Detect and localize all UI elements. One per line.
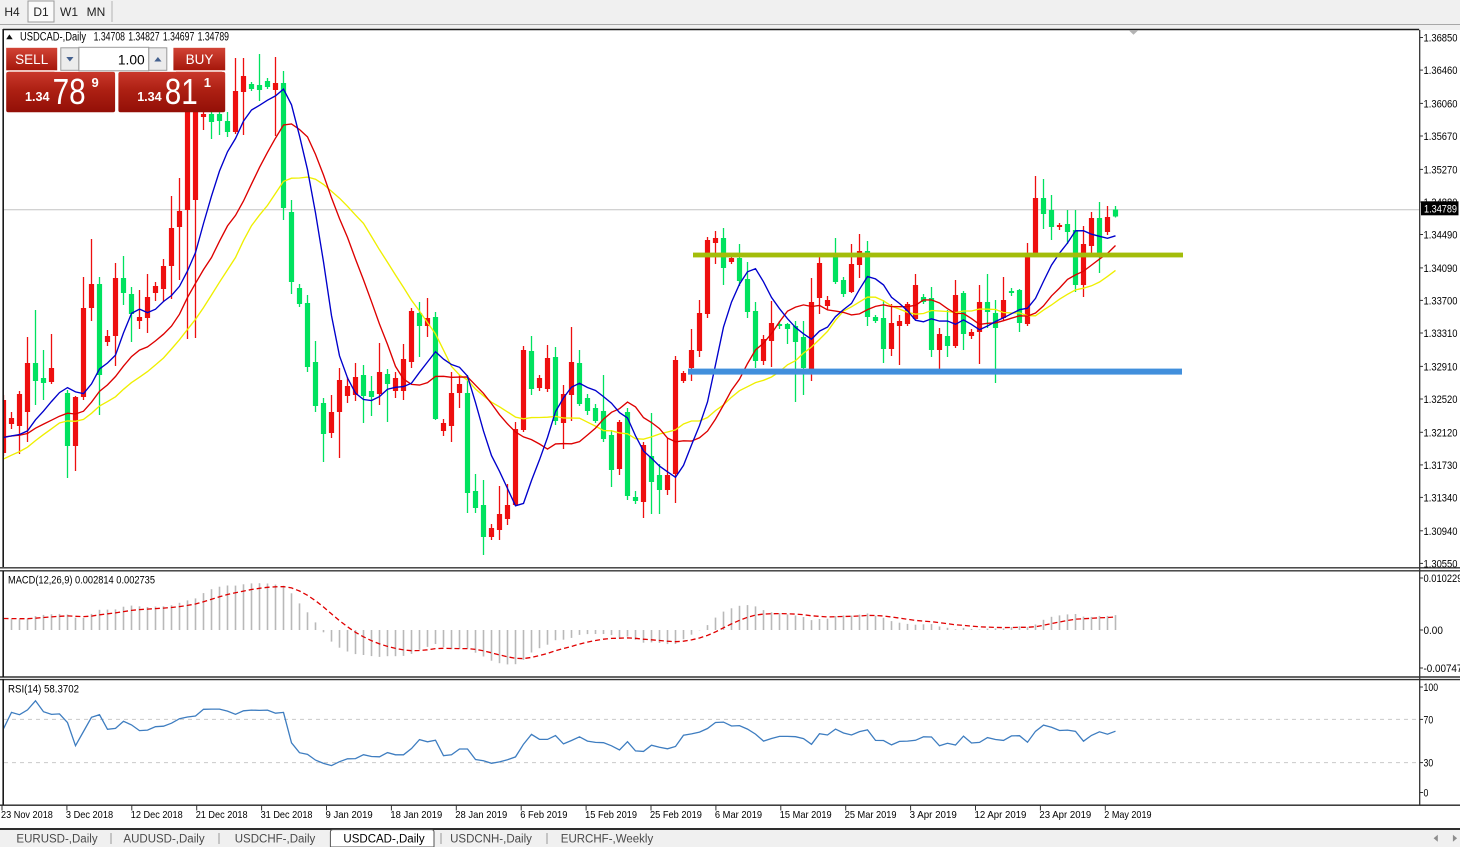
- svg-text:1.34697: 1.34697: [163, 31, 194, 43]
- svg-text:RSI(14) 58.3702: RSI(14) 58.3702: [8, 684, 79, 696]
- svg-text:23 Apr 2019: 23 Apr 2019: [1039, 809, 1091, 821]
- svg-text:MACD(12,26,9) 0.002814 0.00273: MACD(12,26,9) 0.002814 0.002735: [8, 575, 155, 587]
- svg-text:AUDUSD-,Daily: AUDUSD-,Daily: [123, 834, 204, 846]
- svg-text:-0.00747: -0.00747: [1424, 663, 1460, 675]
- svg-text:1.32910: 1.32910: [1424, 361, 1458, 373]
- svg-text:6 Mar 2019: 6 Mar 2019: [715, 809, 762, 821]
- svg-text:USDCAD-,Daily: USDCAD-,Daily: [20, 31, 86, 43]
- svg-text:81: 81: [165, 71, 198, 112]
- svg-text:1.36460: 1.36460: [1424, 65, 1458, 77]
- svg-text:3 Dec 2018: 3 Dec 2018: [66, 809, 113, 821]
- svg-text:H4: H4: [4, 5, 20, 19]
- svg-text:15 Mar 2019: 15 Mar 2019: [780, 809, 832, 821]
- svg-text:6 Feb 2019: 6 Feb 2019: [520, 809, 567, 821]
- svg-text:9 Jan 2019: 9 Jan 2019: [326, 809, 373, 821]
- svg-text:1.31340: 1.31340: [1424, 492, 1458, 504]
- svg-text:70: 70: [1424, 714, 1434, 726]
- svg-text:W1: W1: [60, 5, 78, 19]
- svg-text:28 Jan 2019: 28 Jan 2019: [455, 809, 507, 821]
- svg-text:1.30940: 1.30940: [1424, 526, 1458, 538]
- svg-text:0: 0: [1424, 788, 1429, 800]
- svg-text:1.00: 1.00: [118, 52, 145, 67]
- svg-text:1.36060: 1.36060: [1424, 98, 1458, 110]
- svg-text:1: 1: [204, 75, 211, 90]
- svg-text:21 Dec 2018: 21 Dec 2018: [196, 809, 248, 821]
- svg-text:1.32120: 1.32120: [1424, 427, 1458, 439]
- svg-text:9: 9: [92, 75, 99, 90]
- svg-text:1.34708: 1.34708: [94, 31, 125, 43]
- svg-text:100: 100: [1424, 682, 1439, 694]
- svg-text:23 Nov 2018: 23 Nov 2018: [1, 809, 53, 821]
- svg-text:1.34789: 1.34789: [1424, 203, 1457, 215]
- svg-text:1.33700: 1.33700: [1424, 295, 1458, 307]
- svg-text:1.34: 1.34: [137, 89, 162, 104]
- svg-text:0.010229: 0.010229: [1424, 573, 1460, 585]
- svg-text:1.33310: 1.33310: [1424, 328, 1458, 340]
- svg-text:1.34827: 1.34827: [128, 31, 159, 43]
- svg-text:EURCHF-,Weekly: EURCHF-,Weekly: [561, 834, 654, 846]
- svg-text:25 Mar 2019: 25 Mar 2019: [845, 809, 897, 821]
- svg-text:31 Dec 2018: 31 Dec 2018: [261, 809, 313, 821]
- svg-text:USDCAD-,Daily: USDCAD-,Daily: [343, 834, 424, 846]
- svg-text:BUY: BUY: [186, 52, 214, 67]
- svg-text:EURUSD-,Daily: EURUSD-,Daily: [16, 834, 97, 846]
- svg-text:1.32520: 1.32520: [1424, 394, 1458, 406]
- svg-text:18 Jan 2019: 18 Jan 2019: [390, 809, 442, 821]
- svg-text:1.34490: 1.34490: [1424, 230, 1458, 242]
- svg-text:1.36850: 1.36850: [1424, 33, 1458, 45]
- svg-text:USDCNH-,Daily: USDCNH-,Daily: [450, 834, 532, 846]
- svg-text:MN: MN: [87, 5, 106, 19]
- svg-text:1.30550: 1.30550: [1424, 558, 1458, 570]
- svg-text:1.34: 1.34: [25, 89, 50, 104]
- svg-text:1.35670: 1.35670: [1424, 131, 1458, 143]
- svg-text:1.35270: 1.35270: [1424, 164, 1458, 176]
- svg-text:SELL: SELL: [15, 52, 49, 67]
- svg-text:D1: D1: [33, 5, 49, 19]
- svg-text:1.34789: 1.34789: [198, 31, 229, 43]
- svg-text:1.34090: 1.34090: [1424, 263, 1458, 275]
- svg-text:2 May 2019: 2 May 2019: [1104, 809, 1151, 821]
- svg-text:25 Feb 2019: 25 Feb 2019: [650, 809, 702, 821]
- svg-text:78: 78: [53, 71, 86, 112]
- svg-text:12 Apr 2019: 12 Apr 2019: [975, 809, 1027, 821]
- svg-text:30: 30: [1424, 758, 1434, 770]
- svg-text:3 Apr 2019: 3 Apr 2019: [910, 809, 957, 821]
- svg-text:USDCHF-,Daily: USDCHF-,Daily: [235, 834, 316, 846]
- svg-text:15 Feb 2019: 15 Feb 2019: [585, 809, 637, 821]
- svg-text:1.31730: 1.31730: [1424, 460, 1458, 472]
- svg-text:12 Dec 2018: 12 Dec 2018: [131, 809, 183, 821]
- svg-text:0.00: 0.00: [1424, 625, 1443, 637]
